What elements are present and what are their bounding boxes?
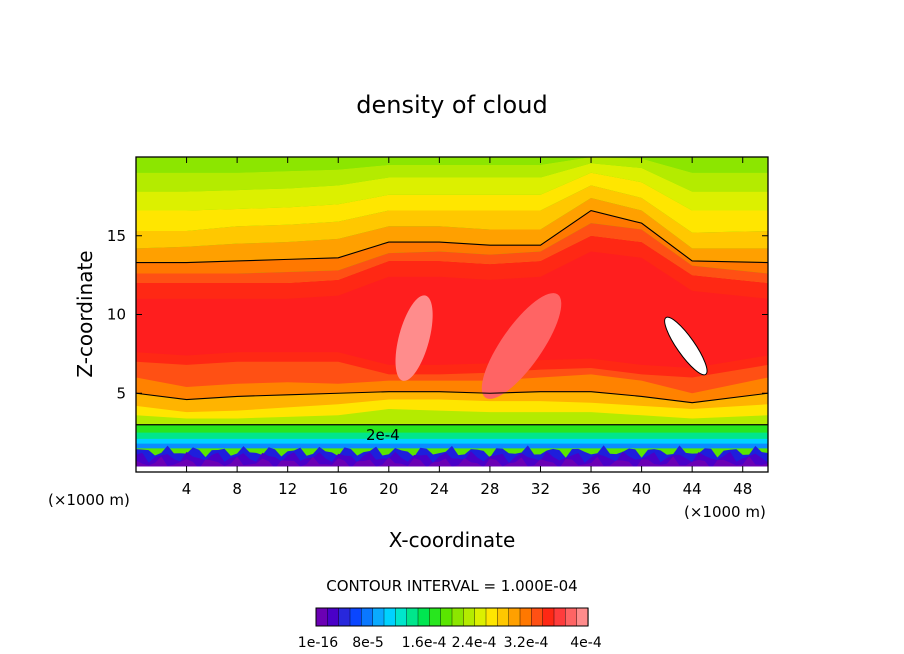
colorbar-swatch <box>531 607 544 627</box>
y-tick-label: 10 <box>107 306 126 324</box>
upper-contour-band <box>136 157 768 192</box>
contour-fill-layers <box>136 235 768 449</box>
chart-title: density of cloud <box>356 91 547 119</box>
colorbar-swatch <box>372 607 385 627</box>
colorbar-swatch <box>576 607 589 627</box>
x-tick-label: 24 <box>430 480 449 498</box>
colorbar-swatch <box>553 607 566 627</box>
y-axis-ticks: 5 10 15 <box>107 227 768 402</box>
upper-contour-band <box>136 197 768 263</box>
x-tick-label: 32 <box>531 480 550 498</box>
contour-line-middle <box>136 391 768 404</box>
contour-fill-core <box>136 251 768 369</box>
colorbar-swatch <box>542 607 555 627</box>
colorbar-swatch <box>451 607 464 627</box>
x-axis-ticks: 4 8 12 16 20 24 28 32 36 40 44 48 <box>182 157 752 498</box>
colorbar-swatch <box>349 607 362 627</box>
colorbar-label: 1.6e-4 <box>402 635 447 651</box>
upper-contour-band <box>136 223 768 283</box>
x-unit-right: (×1000 m) <box>684 503 766 521</box>
contour-interval-text: CONTOUR INTERVAL = 1.000E-04 <box>326 577 577 595</box>
colorbar-swatch <box>429 607 442 627</box>
y-tick-label: 15 <box>107 227 126 245</box>
colorbar-swatch <box>440 607 453 627</box>
y-tick-label: 5 <box>116 384 126 402</box>
upper-contour-band <box>136 210 768 274</box>
upper-contour-band <box>136 163 768 211</box>
colorbar-swatch <box>508 607 521 627</box>
density-maxima <box>395 293 708 399</box>
colorbar-labels: 1e-16 8e-5 1.6e-4 2.4e-4 3.2e-4 4e-4 <box>298 635 602 651</box>
density-maximum <box>481 293 562 399</box>
colorbar-swatch <box>417 607 430 627</box>
colorbar-swatch <box>315 607 328 627</box>
colorbar-swatch <box>519 607 532 627</box>
x-tick-label: 44 <box>683 480 702 498</box>
x-tick-label: 48 <box>733 480 752 498</box>
contour-label: 2e-4 <box>366 426 400 444</box>
colorbar-swatch <box>565 607 578 627</box>
colorbar-swatch <box>485 607 498 627</box>
colorbar-label: 3.2e-4 <box>504 635 549 651</box>
colorbar-swatch <box>383 607 396 627</box>
colorbar-frame <box>315 607 589 627</box>
colorbar-swatch <box>361 607 374 627</box>
upper-contour-fill-layers <box>136 157 768 283</box>
x-tick-label: 12 <box>278 480 297 498</box>
x-tick-label: 20 <box>379 480 398 498</box>
x-tick-label: 40 <box>632 480 651 498</box>
colorbar-swatch <box>463 607 476 627</box>
x-tick-label: 36 <box>581 480 600 498</box>
colorbar <box>315 607 589 627</box>
colorbar-label: 4e-4 <box>570 635 602 651</box>
x-unit-left: (×1000 m) <box>48 491 130 509</box>
x-tick-label: 16 <box>329 480 348 498</box>
y-axis-label: Z-coordinate <box>73 250 97 377</box>
upper-contour-band <box>136 185 768 249</box>
colorbar-swatch <box>327 607 340 627</box>
contour-line-upper <box>136 209 768 264</box>
contour-plot-area <box>136 157 768 472</box>
colorbar-label: 2.4e-4 <box>452 635 497 651</box>
colorbar-swatch <box>497 607 510 627</box>
colorbar-label: 8e-5 <box>352 635 383 651</box>
ground-gap <box>136 466 768 472</box>
x-tick-label: 8 <box>232 480 242 498</box>
colorbar-swatch <box>474 607 487 627</box>
upper-contour-band <box>136 172 768 233</box>
density-maximum <box>395 295 433 381</box>
x-tick-label: 28 <box>480 480 499 498</box>
low-density-fringe <box>136 445 768 472</box>
colorbar-label: 1e-16 <box>298 635 338 651</box>
x-tick-label: 4 <box>182 480 192 498</box>
x-axis-label: X-coordinate <box>389 528 516 552</box>
colorbar-swatch <box>338 607 351 627</box>
density-maximum <box>664 316 708 376</box>
colorbar-swatch <box>395 607 408 627</box>
colorbar-swatch <box>406 607 419 627</box>
